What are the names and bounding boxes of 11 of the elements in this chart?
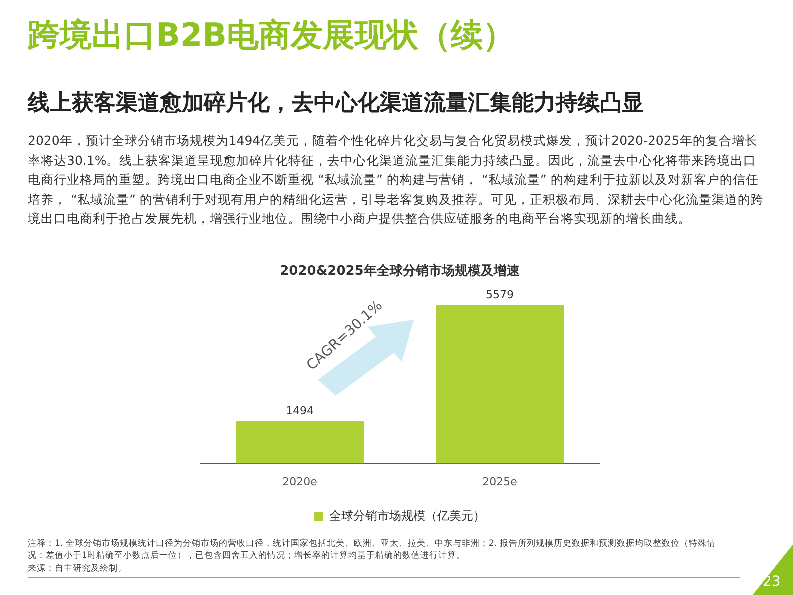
x-tick-label: 2025e <box>482 475 518 488</box>
source-note: 来源：自主研究及绘制。 <box>28 563 127 575</box>
text: 2020&2025年全球分销市场规模及增速 <box>279 262 521 280</box>
text: 2020年，预计全球分销市场规模为1494亿美元，随着个性化碎片化交易与复合化贸易模式爆发，预计2020-2025年的复合增长率将达30.1%。线上获客渠道呈现愈加碎片化特征，去中心化渠道流量汇集能力持续凸显。因此，流量去中心化将带来跨境出口电商行业格局的重塑。跨境出口电商企业不断重视 “私域流量” 的构建与营销， “私域流量” 的构建利于拉新以及对新客户的信任培养， “私域流量” 的营销利于对现有用户的精细化运营，引导老客复购及推荐。可见，正积极布局、深耕去中心化流量渠道的跨境出口电商利于抢占发展先机，增强行业地位。围绕中小商户提供整合供应链服务的电商平台将实现新的增长曲线。 <box>28 132 765 228</box>
text: 注释：1. 全球分销市场规模统计口径为分销市场的营收口径，统计国家包括北美、欧洲、亚太、拉美、中东与非洲；2. 报告所列规模历史数据和预测数据均取整数位（特殊情况：差值小于1时精确至小数点后一位），已包含四舍五入的情况；增长率的计算均基于精确的数值进行计算。 <box>28 538 717 562</box>
data-label: 1494 <box>286 404 314 418</box>
legend-label: 全球分销市场规模（亿美元） <box>330 509 486 524</box>
chart-title: 跨境出口B2B电商发展现状（续） <box>28 15 516 56</box>
x-tick-label: 2020e <box>282 475 318 488</box>
data-label: 5579 <box>486 288 514 302</box>
chart-subtitle: 线上获客渠道愈加碎片化，去中心化渠道流量汇集能力持续凸显 <box>28 90 644 118</box>
